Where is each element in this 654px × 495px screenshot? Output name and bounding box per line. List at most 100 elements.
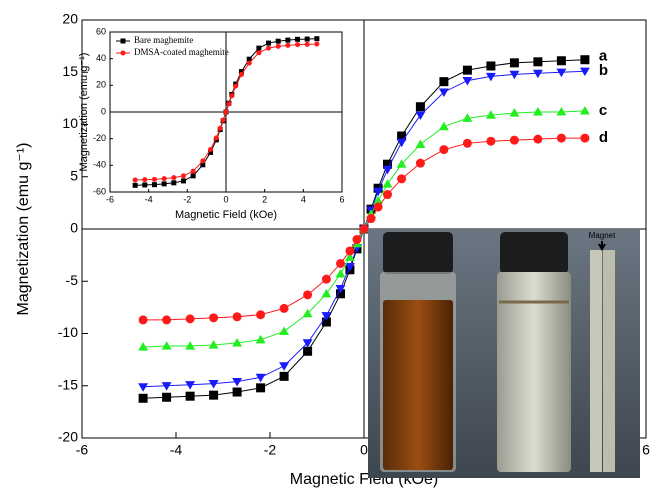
marker xyxy=(171,175,176,180)
marker xyxy=(233,312,242,321)
marker xyxy=(285,43,290,48)
marker xyxy=(279,326,289,335)
marker xyxy=(463,139,472,148)
y-tick-label: 0 xyxy=(101,106,106,116)
marker xyxy=(256,310,265,319)
marker xyxy=(209,391,218,400)
series-label: c xyxy=(599,102,607,119)
marker xyxy=(279,362,289,371)
marker xyxy=(280,372,289,381)
y-tick-label: 60 xyxy=(96,26,106,36)
x-axis-label: Magnetic Field (kOe) xyxy=(175,209,277,221)
y-tick-label: 20 xyxy=(62,11,78,27)
y-tick-label: -5 xyxy=(66,272,79,288)
marker xyxy=(142,182,147,187)
marker xyxy=(557,56,566,65)
x-tick-label: 2 xyxy=(262,194,267,204)
marker xyxy=(463,66,472,75)
marker xyxy=(171,180,176,185)
marker xyxy=(276,39,281,44)
marker xyxy=(556,107,566,116)
marker xyxy=(209,313,218,322)
marker xyxy=(181,178,186,183)
marker xyxy=(510,58,519,67)
legend-marker xyxy=(121,51,126,56)
y-axis-label: Magnetization (emu g⁻¹) xyxy=(78,53,90,172)
marker xyxy=(486,137,495,146)
marker xyxy=(486,61,495,70)
marker xyxy=(416,159,425,168)
marker xyxy=(186,314,195,323)
marker xyxy=(556,69,566,78)
marker xyxy=(162,176,167,181)
marker xyxy=(295,37,300,42)
marker xyxy=(374,203,383,212)
marker xyxy=(226,101,231,106)
marker xyxy=(229,93,234,98)
y-tick-label: -15 xyxy=(58,376,78,392)
marker xyxy=(152,182,157,187)
marker xyxy=(162,382,172,391)
x-tick-label: -6 xyxy=(106,194,114,204)
marker xyxy=(345,246,354,255)
marker xyxy=(533,57,542,66)
x-tick-label: 0 xyxy=(360,441,368,457)
x-tick-label: -2 xyxy=(183,194,191,204)
marker xyxy=(303,347,312,356)
marker xyxy=(314,42,319,47)
marker xyxy=(303,290,312,299)
series-label: b xyxy=(599,62,608,79)
marker xyxy=(383,179,393,188)
marker xyxy=(439,122,449,131)
marker xyxy=(580,106,590,115)
y-tick-label: -20 xyxy=(58,429,78,445)
x-tick-label: -4 xyxy=(170,441,183,457)
marker xyxy=(415,139,425,148)
marker xyxy=(314,36,319,41)
marker xyxy=(138,342,148,351)
marker xyxy=(256,383,265,392)
marker xyxy=(139,315,148,324)
marker xyxy=(186,392,195,401)
marker xyxy=(256,50,261,55)
marker xyxy=(200,158,205,163)
marker xyxy=(415,111,425,120)
marker xyxy=(181,173,186,178)
y-tick-label: -40 xyxy=(93,160,106,170)
marker xyxy=(295,42,300,47)
marker xyxy=(185,341,195,350)
photo-label: Magnet xyxy=(589,231,616,240)
marker xyxy=(462,77,472,86)
marker xyxy=(321,289,331,298)
marker xyxy=(580,134,589,143)
x-tick-label: 6 xyxy=(642,441,650,457)
marker xyxy=(285,38,290,43)
marker xyxy=(510,136,519,145)
marker xyxy=(208,147,213,152)
marker xyxy=(336,259,345,268)
marker xyxy=(247,61,252,66)
x-tick-label: -4 xyxy=(145,194,153,204)
x-tick-label: 6 xyxy=(339,194,344,204)
legend-label: DMSA-coated maghemite xyxy=(134,47,229,57)
marker xyxy=(416,102,425,111)
marker xyxy=(133,183,138,188)
y-tick-label: -10 xyxy=(58,324,78,340)
marker xyxy=(162,315,171,324)
y-axis-label: Magnetization (emu g⁻¹) xyxy=(15,143,32,316)
marker xyxy=(191,173,196,178)
marker xyxy=(209,380,219,389)
marker xyxy=(367,214,376,223)
marker xyxy=(162,393,171,402)
marker xyxy=(214,135,219,140)
marker xyxy=(266,41,271,46)
y-tick-label: 0 xyxy=(70,220,78,236)
y-tick-label: -20 xyxy=(93,133,106,143)
y-tick-label: -60 xyxy=(93,186,106,196)
x-tick-label: 0 xyxy=(223,194,228,204)
x-tick-label: 4 xyxy=(301,194,306,204)
marker xyxy=(162,341,172,350)
marker xyxy=(224,110,229,115)
marker xyxy=(397,174,406,183)
marker xyxy=(221,118,226,123)
